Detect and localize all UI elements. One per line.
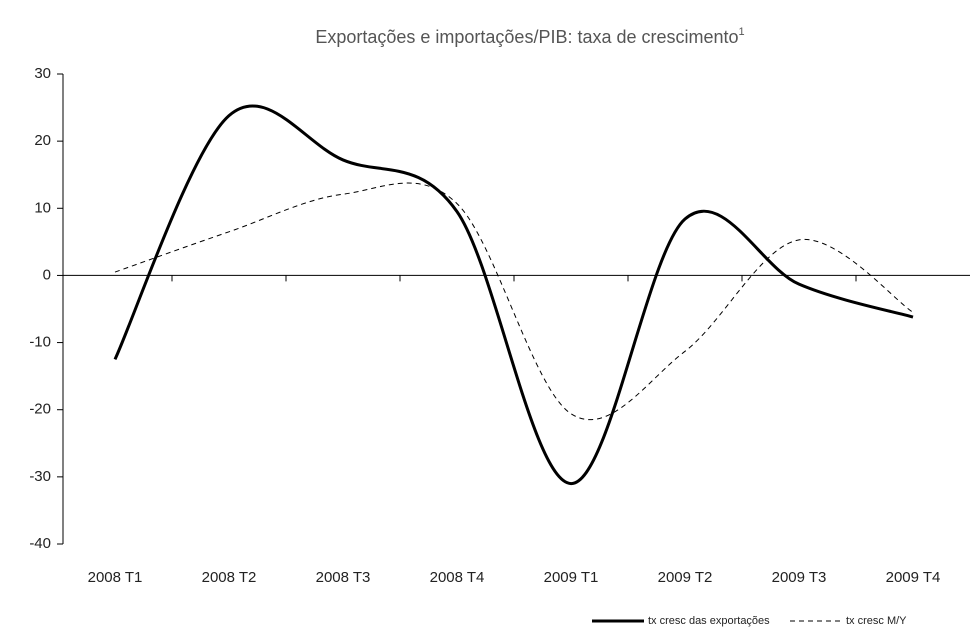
x-tick-label: 2009 T3 [772, 569, 827, 586]
y-tick-label: 0 [43, 266, 51, 283]
x-tick-label: 2009 T2 [658, 569, 713, 586]
y-tick-label: 20 [34, 132, 51, 149]
series-line [114, 182, 914, 421]
chart-title: Exportações e importações/PIB: taxa de c… [315, 26, 744, 47]
y-tick-label: -30 [29, 468, 51, 485]
x-tick-label: 2008 T2 [202, 569, 257, 586]
legend-label: tx cresc das exportações [648, 615, 770, 627]
series-line [113, 104, 914, 486]
y-tick-label: -40 [29, 535, 51, 552]
title-superscript: 1 [739, 26, 745, 38]
x-tick-label: 2008 T4 [430, 569, 485, 586]
legend-label: tx cresc M/Y [846, 615, 907, 627]
x-tick-label: 2009 T1 [544, 569, 599, 586]
y-tick-label: 10 [34, 199, 51, 216]
y-tick-label: -10 [29, 334, 51, 351]
x-tick-label: 2008 T1 [88, 569, 143, 586]
title-text: Exportações e importações/PIB: taxa de c… [315, 27, 738, 47]
x-tick-label: 2009 T4 [886, 569, 941, 586]
y-tick-label: 30 [34, 65, 51, 82]
y-tick-label: -20 [29, 401, 51, 418]
x-tick-label: 2008 T3 [316, 569, 371, 586]
